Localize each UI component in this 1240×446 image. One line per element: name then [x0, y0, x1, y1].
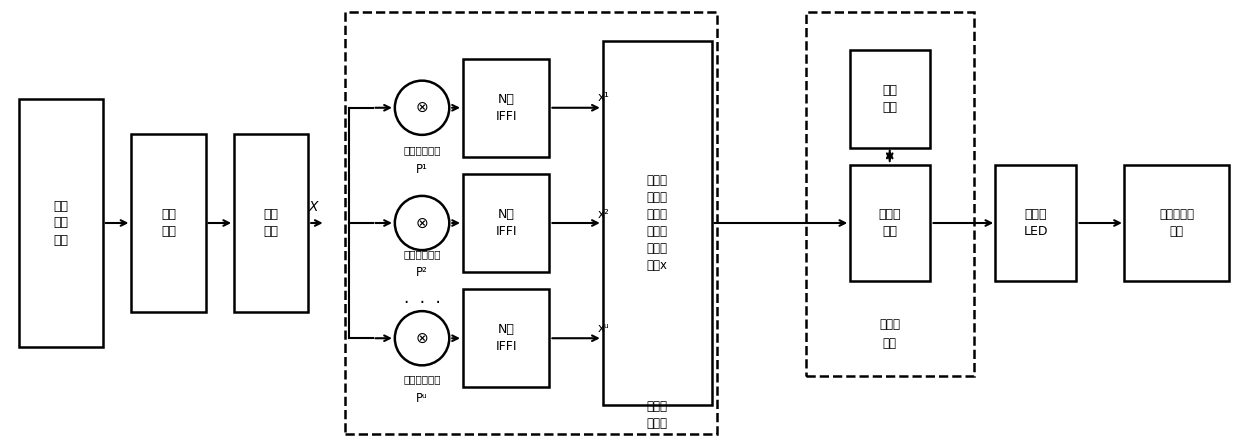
Bar: [234, 134, 309, 312]
Bar: [463, 174, 549, 272]
Bar: [849, 50, 930, 148]
Text: x¹: x¹: [598, 91, 610, 104]
Bar: [19, 99, 103, 347]
Text: ·  ·  ·: · · ·: [404, 294, 440, 312]
Bar: [345, 12, 717, 434]
Ellipse shape: [394, 196, 449, 250]
Text: N点
IFFI: N点 IFFI: [496, 323, 517, 353]
Ellipse shape: [394, 311, 449, 365]
Bar: [1125, 165, 1229, 281]
Text: 相位旋转因子: 相位旋转因子: [403, 249, 440, 259]
Text: xᵘ: xᵘ: [598, 322, 610, 335]
Text: 原始
数据
输入: 原始 数据 输入: [53, 199, 68, 247]
Text: Pᵘ: Pᵘ: [417, 392, 428, 405]
Text: 映射法: 映射法: [646, 417, 667, 430]
Text: ⊗: ⊗: [415, 215, 428, 231]
Text: 混淆: 混淆: [883, 337, 897, 350]
Bar: [131, 134, 206, 312]
Text: N点
IFFI: N点 IFFI: [496, 208, 517, 238]
Ellipse shape: [394, 81, 449, 135]
Text: 检测出
具有最
小峰均
功率比
的信号
序列x: 检测出 具有最 小峰均 功率比 的信号 序列x: [646, 174, 667, 272]
Text: N点
IFFI: N点 IFFI: [496, 93, 517, 123]
Text: 可恢复: 可恢复: [879, 318, 900, 331]
Bar: [849, 165, 930, 281]
Text: 信号无失真
输出: 信号无失真 输出: [1159, 208, 1194, 238]
Text: 标记
字列: 标记 字列: [882, 84, 898, 114]
Text: P¹: P¹: [417, 163, 428, 176]
Text: 相位旋转因子: 相位旋转因子: [403, 145, 440, 155]
Text: 发射器
LED: 发射器 LED: [1023, 208, 1048, 238]
Text: ⊗: ⊗: [415, 100, 428, 115]
Bar: [996, 165, 1076, 281]
Text: 基带
调制: 基带 调制: [161, 208, 176, 238]
Text: 选择性: 选择性: [646, 401, 667, 413]
Text: P²: P²: [417, 266, 428, 279]
Text: x²: x²: [598, 208, 610, 221]
Bar: [806, 12, 973, 376]
Bar: [463, 289, 549, 387]
Bar: [603, 41, 712, 405]
Text: ⊗: ⊗: [415, 331, 428, 346]
Text: X: X: [309, 201, 317, 215]
Bar: [463, 59, 549, 157]
Text: 预失真
压缩: 预失真 压缩: [878, 208, 901, 238]
Text: 相位旋转因子: 相位旋转因子: [403, 374, 440, 384]
Text: 串并
转换: 串并 转换: [264, 208, 279, 238]
